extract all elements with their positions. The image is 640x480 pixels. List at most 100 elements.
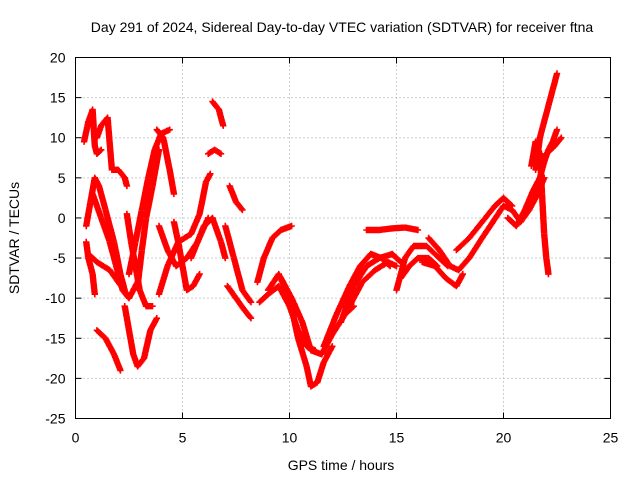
plus-markers bbox=[356, 251, 373, 270]
plus-markers bbox=[93, 258, 112, 273]
series-arc-05 bbox=[93, 114, 131, 190]
series-arc-07 bbox=[93, 327, 124, 374]
plus-markers bbox=[93, 327, 108, 341]
plus-markers bbox=[153, 146, 163, 165]
plus-markers bbox=[314, 360, 327, 386]
plus-markers bbox=[232, 198, 246, 214]
series-arc-38 bbox=[541, 126, 561, 165]
plus-markers bbox=[194, 224, 207, 246]
plus-markers bbox=[155, 264, 171, 298]
series-arc-32 bbox=[419, 258, 466, 290]
series-arc-37 bbox=[528, 138, 552, 278]
plus-markers bbox=[138, 176, 152, 214]
series-arc-21 bbox=[224, 282, 255, 322]
plus-markers bbox=[453, 270, 466, 290]
y-tick-label: -5 bbox=[53, 250, 66, 266]
series-arc-19 bbox=[226, 182, 246, 214]
plus-markers bbox=[142, 303, 156, 310]
plus-markers bbox=[549, 70, 561, 93]
plus-markers bbox=[211, 146, 225, 157]
plus-markers bbox=[85, 250, 99, 265]
y-tick-label: 15 bbox=[50, 90, 66, 106]
plus-markers bbox=[541, 103, 552, 125]
plus-markers bbox=[521, 188, 536, 214]
series-arc-23 bbox=[254, 222, 295, 286]
series-arc-11 bbox=[134, 146, 163, 290]
plus-markers bbox=[132, 208, 145, 246]
plus-markers bbox=[209, 214, 224, 244]
data-marks bbox=[80, 70, 565, 390]
plus-markers bbox=[376, 225, 394, 234]
plus-markers bbox=[299, 319, 314, 352]
plus-markers bbox=[187, 240, 201, 262]
series-arc-34 bbox=[453, 194, 516, 254]
x-tick-label: 25 bbox=[603, 430, 619, 446]
plus-markers bbox=[541, 230, 550, 260]
series-arc-14 bbox=[155, 170, 214, 298]
plus-markers bbox=[217, 238, 229, 262]
plus-markers bbox=[277, 274, 295, 300]
plus-markers bbox=[536, 150, 546, 196]
plus-markers bbox=[536, 119, 547, 141]
plus-markers bbox=[254, 256, 267, 286]
plus-markers bbox=[166, 166, 178, 198]
series-arc-10 bbox=[125, 126, 173, 278]
plus-markers bbox=[155, 222, 171, 252]
plus-markers bbox=[121, 303, 132, 332]
series-arc-18 bbox=[205, 146, 225, 157]
plus-markers bbox=[256, 292, 271, 306]
x-axis-label: GPS time / hours bbox=[288, 457, 395, 473]
plus-markers bbox=[401, 224, 422, 234]
plus-markers bbox=[187, 212, 203, 238]
plus-markers bbox=[230, 254, 246, 292]
y-tick-label: -10 bbox=[45, 290, 65, 306]
plus-markers bbox=[549, 126, 561, 145]
plus-markers bbox=[371, 259, 390, 274]
x-tick-label: 10 bbox=[282, 430, 298, 446]
plus-markers bbox=[123, 210, 135, 244]
plus-markers bbox=[89, 106, 98, 148]
y-tick-label: -25 bbox=[45, 411, 65, 427]
plus-markers bbox=[453, 235, 472, 254]
plus-markers bbox=[145, 148, 158, 181]
series-arc-03 bbox=[83, 238, 98, 298]
plus-markers bbox=[170, 218, 182, 244]
y-tick-label: -15 bbox=[45, 330, 65, 346]
grid bbox=[75, 57, 611, 419]
plus-markers bbox=[538, 190, 548, 236]
series-arc-25 bbox=[277, 274, 357, 358]
plus-markers bbox=[260, 236, 275, 262]
x-tick-label: 15 bbox=[389, 430, 405, 446]
plus-markers bbox=[190, 270, 203, 290]
plus-markers bbox=[500, 194, 516, 210]
plus-markers bbox=[288, 295, 305, 324]
plus-markers bbox=[83, 200, 94, 230]
plus-markers bbox=[89, 270, 98, 298]
plus-markers bbox=[423, 242, 442, 261]
plus-markers bbox=[425, 234, 442, 253]
plus-markers bbox=[196, 180, 209, 218]
plus-markers bbox=[93, 146, 105, 157]
plus-markers bbox=[121, 174, 131, 190]
plus-markers bbox=[455, 255, 472, 274]
plus-markers bbox=[160, 134, 173, 172]
plus-markers bbox=[436, 246, 453, 268]
plus-markers bbox=[489, 203, 506, 226]
plus-markers bbox=[406, 255, 420, 270]
plus-markers bbox=[110, 351, 124, 374]
series-arc-16 bbox=[187, 214, 229, 262]
plus-markers bbox=[320, 343, 336, 366]
plus-markers bbox=[333, 284, 352, 318]
plus-markers bbox=[140, 328, 154, 362]
plus-markers bbox=[125, 240, 139, 278]
plus-markers bbox=[98, 214, 113, 244]
series-arc-27 bbox=[337, 250, 404, 326]
series-arc-08 bbox=[121, 303, 160, 370]
plus-markers bbox=[307, 380, 320, 390]
plus-markers bbox=[222, 222, 237, 260]
plus-markers bbox=[226, 182, 239, 204]
x-tick-labels: 0 5 10 15 20 25 bbox=[72, 430, 619, 446]
series-arc-17 bbox=[209, 98, 227, 129]
plus-markers bbox=[153, 126, 166, 140]
plus-markers bbox=[478, 203, 498, 226]
